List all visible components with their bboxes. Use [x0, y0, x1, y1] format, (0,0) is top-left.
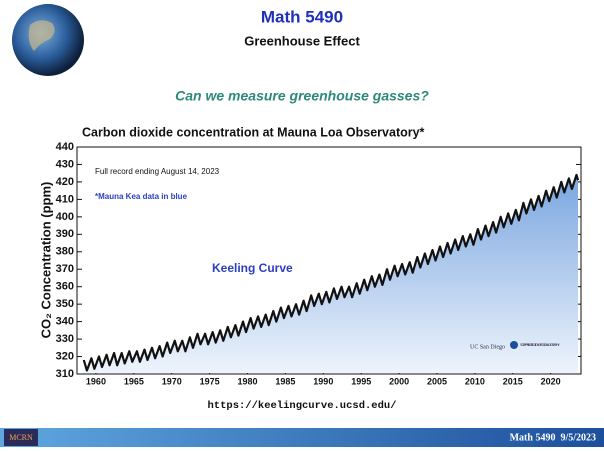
x-tick-label: 2010	[465, 376, 485, 386]
x-tick-label: 1975	[200, 376, 220, 386]
x-tick-label: 1980	[238, 376, 258, 386]
slide-title: Math 5490	[261, 7, 343, 26]
y-tick-label: 400	[56, 211, 74, 223]
scripps-logo	[510, 341, 518, 349]
x-tick-label: 2000	[389, 376, 409, 386]
logo: MCRN	[9, 433, 33, 442]
y-tick-label: 420	[56, 176, 74, 188]
y-tick-label: 370	[56, 263, 74, 275]
x-tick-label: 1990	[313, 376, 333, 386]
question: Can we measure greenhouse gasses?	[175, 88, 429, 104]
footer-text: Math 5490 9/5/2023	[510, 432, 596, 443]
logo-box	[4, 429, 38, 446]
y-tick-label: 340	[56, 316, 74, 328]
y-tick-label: 360	[56, 281, 74, 293]
chart: 310 320 330 340 350 360 370 380 390 400 410 420 430 4…	[38, 125, 582, 386]
x-tick-label: 2015	[503, 376, 523, 386]
x-tick-label: 2020	[541, 376, 561, 386]
credit: UC San Diego	[470, 344, 505, 350]
annotation: *Mauna Kea data in blue	[95, 192, 188, 201]
y-tick-label: 430	[56, 158, 74, 170]
slide-subtitle: Greenhouse Effect	[244, 33, 360, 48]
url: https://keelingcurve.ucsd.edu/	[207, 400, 396, 412]
y-tick-label: 380	[56, 246, 74, 258]
globe-land	[28, 20, 55, 51]
footer-bar	[0, 428, 604, 447]
x-tick-label: 2005	[427, 376, 447, 386]
credit: SCRIPPS INSTITUTION OF OCEANOGRAPHY	[520, 342, 560, 347]
y-tick-label: 330	[56, 333, 74, 345]
x-tick-label: 1995	[351, 376, 371, 386]
area	[83, 174, 579, 373]
y-tick-label: 320	[56, 350, 74, 362]
annotation: Keeling Curve	[212, 261, 293, 275]
x-tick-label: 1985	[275, 376, 295, 386]
x-tick-label: 1960	[86, 376, 106, 386]
y-tick-label: 410	[56, 193, 74, 205]
globe	[12, 4, 84, 76]
annotation: Full record ending August 14, 2023	[95, 167, 220, 176]
co2-line	[82, 173, 580, 372]
x-tick-label: 1965	[124, 376, 144, 386]
y-tick-label: 350	[56, 298, 74, 310]
chart-title: Carbon dioxide concentration at Mauna Lo…	[82, 125, 425, 139]
y-tick-label: 310	[56, 368, 74, 380]
x-tick-label: 1970	[162, 376, 182, 386]
y-tick-label: 390	[56, 228, 74, 240]
y-axis-label: CO₂ Concentration (ppm)	[38, 182, 53, 339]
y-tick-label: 440	[56, 141, 74, 153]
